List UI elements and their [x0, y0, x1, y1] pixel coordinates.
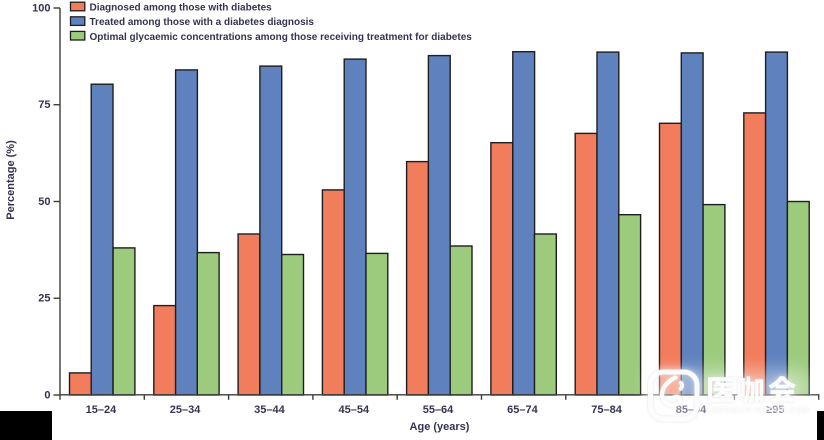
svg-text:MEDIECO-GROUP.COM: MEDIECO-GROUP.COM — [711, 407, 809, 414]
svg-text:Percentage (%): Percentage (%) — [5, 140, 17, 220]
svg-text:MEDIECO-GROUP.COM: MEDIECO-GROUP.COM — [711, 407, 809, 414]
svg-text:45–54: 45–54 — [339, 404, 370, 416]
svg-text:100: 100 — [32, 2, 50, 14]
svg-text:75–84: 75–84 — [591, 404, 622, 416]
svg-text:25–34: 25–34 — [170, 404, 201, 416]
svg-text:15–24: 15–24 — [86, 404, 117, 416]
svg-text:Optimal glycaemic concentratio: Optimal glycaemic concentrations among t… — [90, 32, 473, 43]
svg-text:35–44: 35–44 — [254, 404, 285, 416]
svg-text:Diagnosed among those with dia: Diagnosed among those with diabetes — [90, 3, 273, 14]
svg-text:25: 25 — [38, 293, 50, 305]
svg-text:0: 0 — [44, 389, 50, 401]
svg-text:55–64: 55–64 — [423, 404, 454, 416]
svg-text:Age (years): Age (years) — [410, 421, 470, 433]
svg-text:75: 75 — [38, 99, 50, 111]
svg-text:Treated among those with a dia: Treated among those with a diabetes diag… — [90, 17, 315, 28]
svg-text:65–74: 65–74 — [507, 404, 538, 416]
svg-text:50: 50 — [38, 196, 50, 208]
svg-text:MEDIECO-GROUP.COM: MEDIECO-GROUP.COM — [711, 407, 809, 414]
